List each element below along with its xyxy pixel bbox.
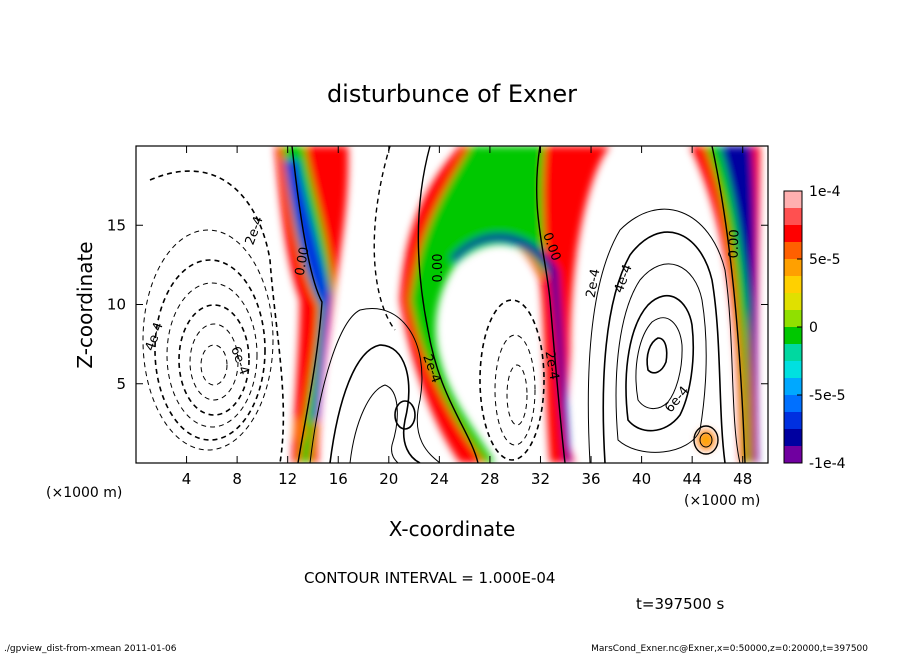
y-tick-label: 10 xyxy=(107,296,126,314)
colorbar-swatch xyxy=(784,293,802,311)
colorbar-swatch xyxy=(784,310,802,328)
plume-mid-green xyxy=(410,146,545,463)
plume-left-green xyxy=(282,146,332,463)
x-tick-label: 48 xyxy=(733,470,752,488)
colorbar: 1e-4 5e-5 0 -5e-5 -1e-4 xyxy=(783,184,846,472)
x-axis-label: X-coordinate xyxy=(389,517,516,541)
x-tick-label: 8 xyxy=(232,470,242,488)
hot-spot-core xyxy=(702,435,710,445)
x-tick-label: 44 xyxy=(683,470,702,488)
neg-contour xyxy=(506,364,528,426)
colorbar-tick-label: 0 xyxy=(809,320,818,336)
neg-contour xyxy=(373,146,396,331)
negative-contours xyxy=(142,146,545,463)
colorbar-tick-label: 5e-5 xyxy=(809,252,840,268)
contour-label: 2e-4 xyxy=(542,350,562,381)
pos-contour xyxy=(394,400,416,430)
pos-contour xyxy=(349,384,399,463)
y-tick-label: 15 xyxy=(107,216,126,234)
colorbar-tick-label: -5e-5 xyxy=(809,388,846,404)
x-tick-label: 40 xyxy=(632,470,651,488)
footer-right: MarsCond_Exner.nc@Exner,x=0:50000,z=0:20… xyxy=(591,644,868,654)
x-tick-label: 24 xyxy=(430,470,449,488)
pos-contour xyxy=(625,294,695,432)
pos-contour xyxy=(602,231,726,463)
chart-title: disturbunce of Exner xyxy=(327,80,577,108)
contour-label: 0.00 xyxy=(293,246,313,277)
pos-contour xyxy=(693,425,719,455)
contour-label: 0.00 xyxy=(431,254,446,283)
plume-right-blue xyxy=(720,146,758,463)
contour-label: 2e-4 xyxy=(584,268,604,299)
pos-contour xyxy=(699,432,713,448)
colorbar-swatch xyxy=(784,242,802,260)
contour-label: 0.00 xyxy=(727,229,743,258)
zero-contour xyxy=(711,146,746,463)
pos-contour xyxy=(329,344,421,463)
zero-contour xyxy=(535,146,566,463)
colorbar-swatch xyxy=(784,378,802,396)
neg-contour xyxy=(479,299,545,461)
pos-contour xyxy=(615,263,707,453)
colorbar-tick-label: 1e-4 xyxy=(809,184,841,200)
x-tick-label: 12 xyxy=(278,470,297,488)
colorbar-tick-label: -1e-4 xyxy=(809,456,846,472)
colorbar-swatch xyxy=(784,344,802,362)
y-axis-label: Z-coordinate xyxy=(73,241,97,368)
colorbar-swatch xyxy=(784,429,802,447)
colorbar-swatch xyxy=(784,395,802,413)
colorbar-swatch xyxy=(784,412,802,430)
neg-contour xyxy=(178,304,250,416)
plume-left-blue xyxy=(285,160,330,420)
colorbar-swatch xyxy=(784,208,802,226)
x-unit-left: (×1000 m) xyxy=(46,485,122,501)
x-tick-label: 28 xyxy=(480,470,499,488)
neg-contour xyxy=(154,259,266,441)
pos-contour xyxy=(646,337,668,374)
zero-contour xyxy=(291,146,323,463)
neg-contour xyxy=(189,323,239,401)
time-label: t=397500 s xyxy=(636,595,724,613)
colorbar-swatch xyxy=(784,446,802,464)
neg-contour xyxy=(142,229,274,451)
y-tick-label: 5 xyxy=(116,375,126,393)
plume-left xyxy=(275,146,349,463)
contour-interval: CONTOUR INTERVAL = 1.000E-04 xyxy=(304,569,555,587)
x-tick-label: 4 xyxy=(182,470,192,488)
x-tick-label: 32 xyxy=(531,470,550,488)
x-unit-right: (×1000 m) xyxy=(684,493,760,509)
plot-area: 2e-4 4e-4 6e-4 0.00 0.00 2e-4 0.00 2e-4 … xyxy=(107,145,769,488)
neg-contour xyxy=(166,282,258,428)
positive-contours xyxy=(291,146,746,463)
pos-contour xyxy=(635,317,683,409)
colorbar-swatch xyxy=(784,259,802,277)
pos-contour xyxy=(587,208,741,463)
colorbar-swatch xyxy=(784,276,802,294)
colorbar-swatch xyxy=(784,327,802,345)
neg-contour xyxy=(149,170,285,463)
pos-contour xyxy=(309,308,441,463)
colorbar-swatch xyxy=(784,225,802,243)
colorbar-swatch xyxy=(784,191,802,209)
colorbar-swatch xyxy=(784,361,802,379)
neg-contour xyxy=(494,334,536,446)
neg-contour xyxy=(200,344,228,386)
contour-field: 2e-4 4e-4 6e-4 0.00 0.00 2e-4 0.00 2e-4 … xyxy=(142,146,760,463)
footer-left: ./gpview_dist-from-xmean 2011-01-06 xyxy=(4,644,177,654)
x-tick-label: 36 xyxy=(581,470,600,488)
x-tick-label: 20 xyxy=(379,470,398,488)
zero-contour xyxy=(417,146,479,463)
x-tick-label: 16 xyxy=(329,470,348,488)
